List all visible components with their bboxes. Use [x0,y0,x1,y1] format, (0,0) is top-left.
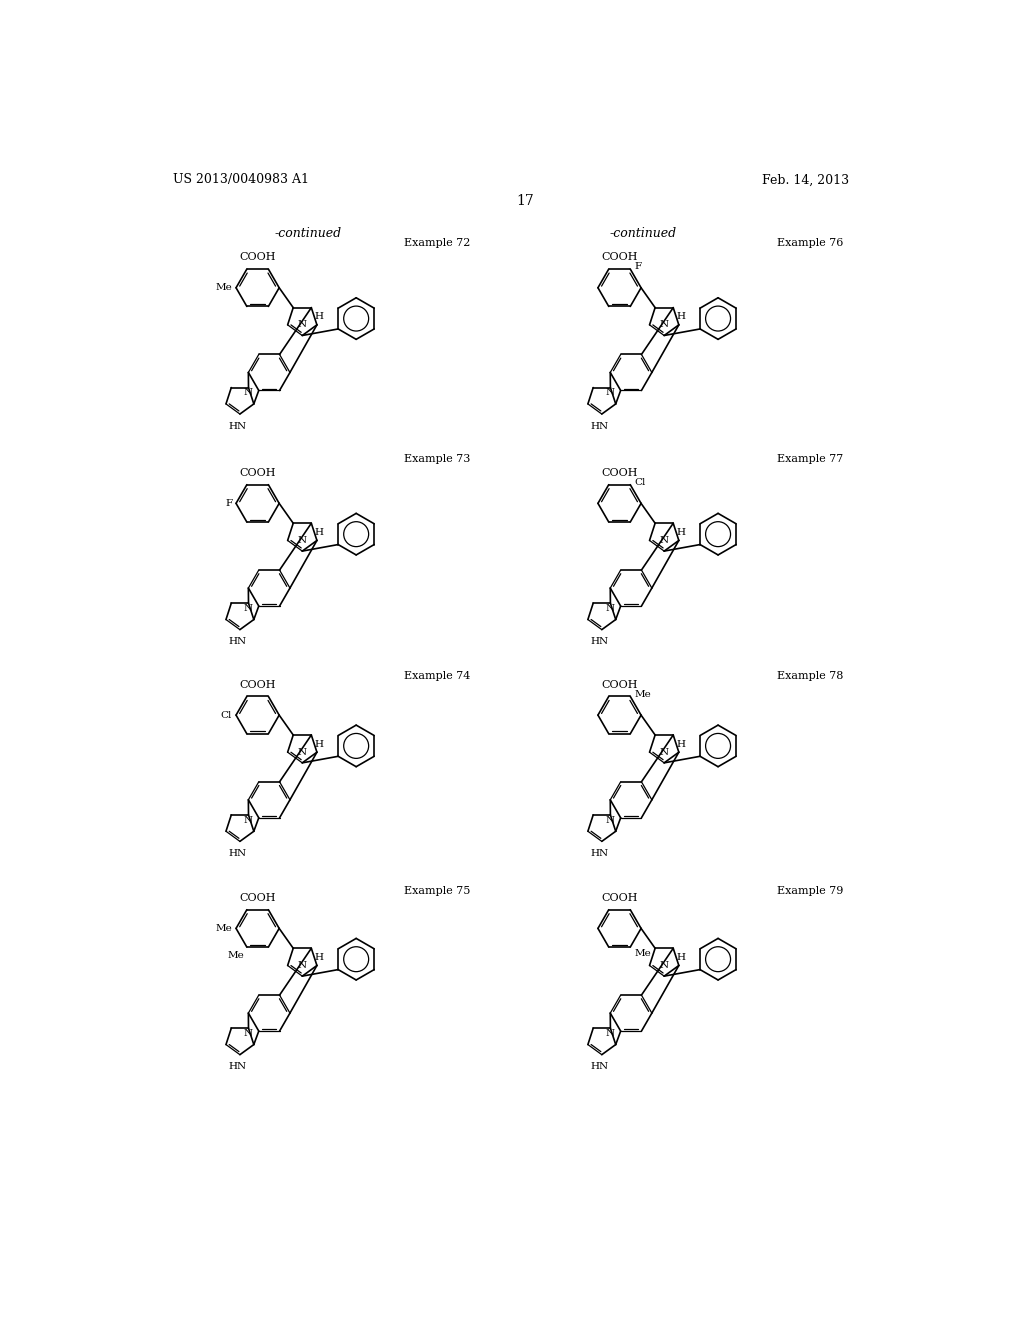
Text: N: N [605,603,614,612]
Text: Me: Me [634,689,651,698]
Text: H: H [314,313,324,321]
Text: Example 73: Example 73 [403,454,470,463]
Text: Example 78: Example 78 [777,671,844,681]
Text: H: H [676,953,685,962]
Text: HN: HN [591,638,608,647]
Text: N: N [244,388,253,397]
Text: HN: HN [228,1063,247,1072]
Text: N: N [298,961,307,970]
Text: COOH: COOH [601,467,638,478]
Text: HN: HN [591,422,608,430]
Text: Me: Me [227,950,245,960]
Text: 17: 17 [516,194,534,207]
Text: H: H [676,528,685,537]
Text: COOH: COOH [240,467,275,478]
Text: N: N [244,1028,253,1038]
Text: Example 76: Example 76 [777,238,844,248]
Text: N: N [659,747,669,756]
Text: H: H [676,313,685,321]
Text: Example 72: Example 72 [403,238,470,248]
Text: Cl: Cl [221,710,232,719]
Text: HN: HN [228,638,247,647]
Text: Example 79: Example 79 [777,887,844,896]
Text: H: H [314,953,324,962]
Text: H: H [314,739,324,748]
Text: N: N [298,321,307,330]
Text: N: N [244,816,253,825]
Text: N: N [605,388,614,397]
Text: N: N [659,321,669,330]
Text: H: H [676,739,685,748]
Text: COOH: COOH [240,252,275,263]
Text: Me: Me [634,949,651,958]
Text: HN: HN [228,422,247,430]
Text: Cl: Cl [634,478,645,487]
Text: N: N [659,536,669,545]
Text: COOH: COOH [240,680,275,689]
Text: Me: Me [215,284,232,292]
Text: Feb. 14, 2013: Feb. 14, 2013 [762,173,849,186]
Text: Example 75: Example 75 [403,887,470,896]
Text: N: N [244,603,253,612]
Text: Example 77: Example 77 [777,454,844,463]
Text: COOH: COOH [601,252,638,263]
Text: F: F [225,499,232,508]
Text: -continued: -continued [274,227,341,240]
Text: N: N [605,1028,614,1038]
Text: HN: HN [591,1063,608,1072]
Text: US 2013/0040983 A1: US 2013/0040983 A1 [173,173,309,186]
Text: H: H [314,528,324,537]
Text: N: N [298,536,307,545]
Text: HN: HN [591,849,608,858]
Text: COOH: COOH [240,892,275,903]
Text: -continued: -continued [609,227,676,240]
Text: N: N [605,816,614,825]
Text: Me: Me [215,924,232,933]
Text: Example 74: Example 74 [403,671,470,681]
Text: N: N [659,961,669,970]
Text: HN: HN [228,849,247,858]
Text: N: N [298,747,307,756]
Text: COOH: COOH [601,892,638,903]
Text: COOH: COOH [601,680,638,689]
Text: F: F [634,263,641,272]
